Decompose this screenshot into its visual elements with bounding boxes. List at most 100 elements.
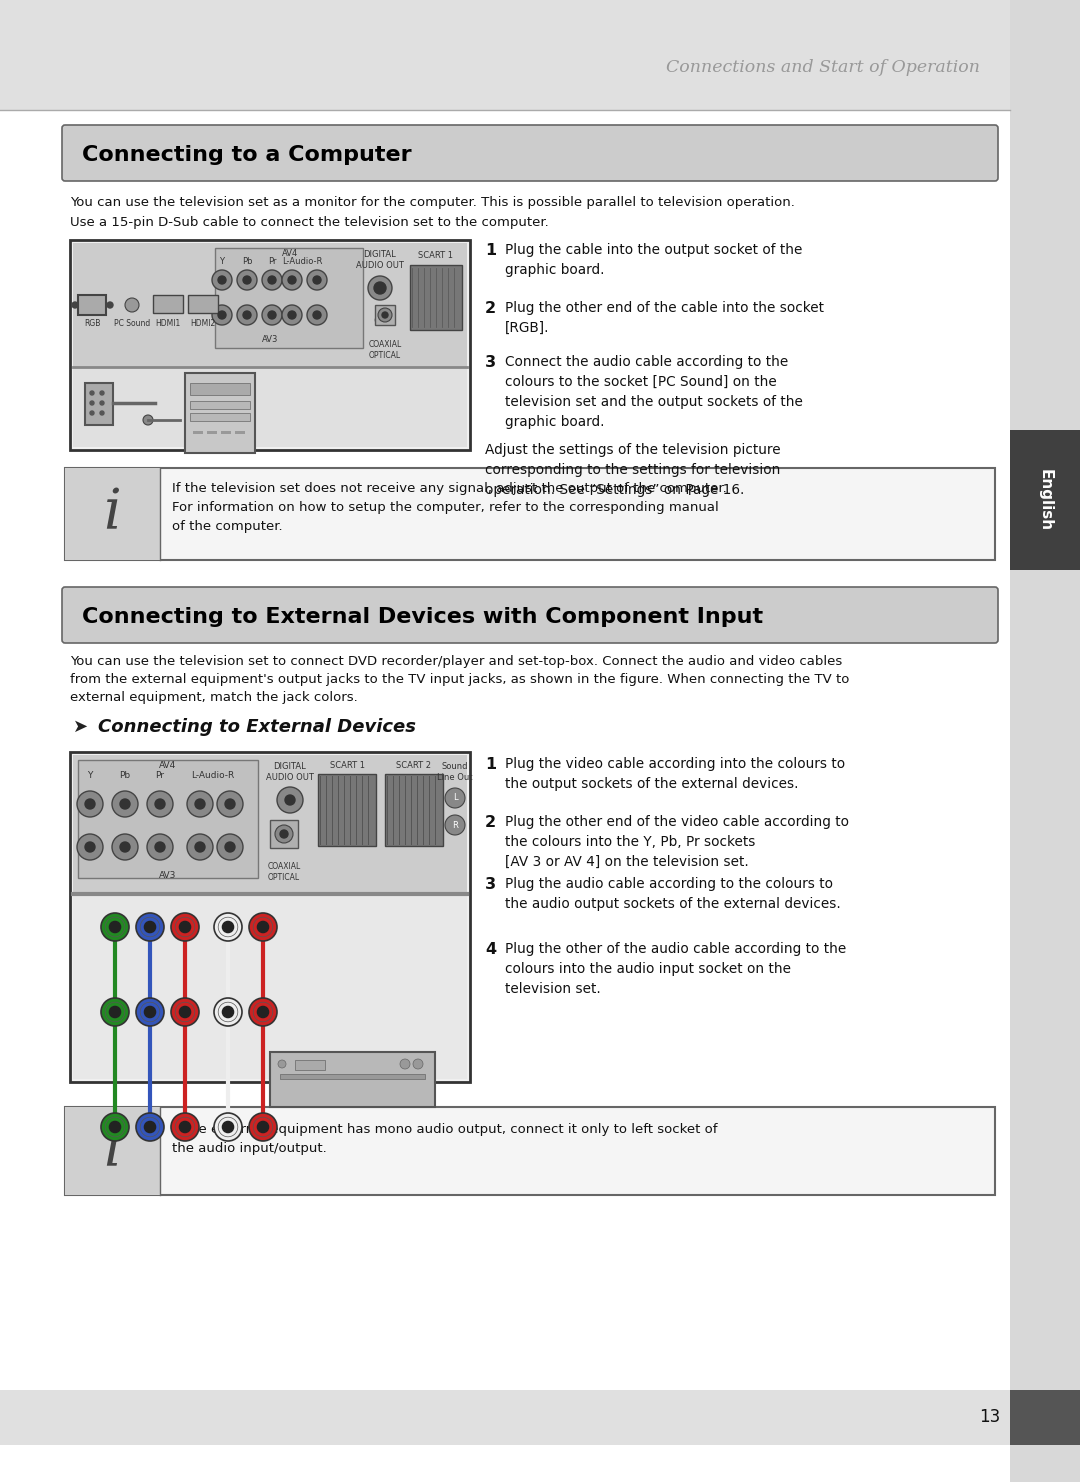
Circle shape — [218, 311, 226, 319]
Circle shape — [85, 842, 95, 852]
Circle shape — [136, 997, 164, 1026]
Text: English: English — [1038, 468, 1053, 531]
Text: Plug the video cable according into the colours to
the output sockets of the ext: Plug the video cable according into the … — [505, 757, 846, 791]
Circle shape — [145, 1122, 156, 1132]
Circle shape — [120, 842, 130, 852]
Text: 3: 3 — [485, 356, 496, 370]
Circle shape — [257, 1006, 269, 1018]
Circle shape — [382, 313, 388, 319]
Circle shape — [147, 791, 173, 817]
Circle shape — [109, 1006, 121, 1018]
Text: AV3: AV3 — [261, 335, 279, 344]
Bar — [1010, 1390, 1080, 1445]
Bar — [65, 468, 995, 560]
Circle shape — [90, 391, 94, 396]
Circle shape — [171, 997, 199, 1026]
Text: AV3: AV3 — [160, 871, 177, 880]
Circle shape — [187, 834, 213, 860]
Bar — [207, 431, 217, 434]
Circle shape — [102, 913, 129, 941]
Circle shape — [217, 791, 243, 817]
Circle shape — [145, 922, 156, 932]
Circle shape — [282, 270, 302, 290]
Text: external equipment, match the jack colors.: external equipment, match the jack color… — [70, 691, 357, 704]
Circle shape — [262, 305, 282, 325]
Circle shape — [212, 305, 232, 325]
Bar — [65, 468, 160, 560]
Text: Plug the other of the audio cable according to the
colours into the audio input : Plug the other of the audio cable accord… — [505, 943, 847, 996]
Bar — [185, 373, 255, 453]
Circle shape — [257, 1122, 269, 1132]
Bar — [193, 431, 203, 434]
FancyBboxPatch shape — [62, 587, 998, 643]
Text: SCART 2: SCART 2 — [396, 760, 432, 769]
Text: Connections and Start of Operation: Connections and Start of Operation — [666, 59, 980, 77]
Text: Connecting to External Devices with Component Input: Connecting to External Devices with Comp… — [82, 608, 764, 627]
Bar — [190, 382, 249, 396]
Circle shape — [275, 825, 293, 843]
Bar — [375, 305, 395, 325]
Circle shape — [307, 305, 327, 325]
Circle shape — [90, 411, 94, 415]
Circle shape — [212, 270, 232, 290]
Text: DIGITAL
AUDIO OUT: DIGITAL AUDIO OUT — [266, 762, 314, 782]
Text: Connect the audio cable according to the
colours to the socket [PC Sound] on the: Connect the audio cable according to the… — [505, 356, 802, 430]
Text: DIGITAL
AUDIO OUT: DIGITAL AUDIO OUT — [356, 250, 404, 270]
Bar — [0, 1390, 1010, 1445]
Circle shape — [145, 1006, 156, 1018]
Text: Plug the other end of the video cable according to
the colours into the Y, Pb, P: Plug the other end of the video cable ac… — [505, 815, 849, 868]
Text: RGB: RGB — [84, 320, 100, 329]
Text: COAXIAL
OPTICAL: COAXIAL OPTICAL — [268, 863, 300, 882]
Bar — [65, 1107, 995, 1194]
Text: Pb: Pb — [120, 772, 131, 781]
Text: ➤: ➤ — [73, 717, 89, 737]
Circle shape — [257, 922, 269, 932]
Circle shape — [313, 276, 321, 285]
Circle shape — [179, 922, 190, 932]
Text: i: i — [103, 486, 121, 541]
Circle shape — [262, 270, 282, 290]
Bar — [65, 1107, 160, 1194]
Circle shape — [102, 1113, 129, 1141]
Circle shape — [307, 270, 327, 290]
Bar — [153, 295, 183, 313]
Circle shape — [288, 276, 296, 285]
Circle shape — [147, 834, 173, 860]
Circle shape — [282, 305, 302, 325]
Text: You can use the television set to connect DVD recorder/player and set-top-box. C: You can use the television set to connec… — [70, 655, 842, 668]
Text: SCART 1: SCART 1 — [329, 760, 365, 769]
Circle shape — [225, 799, 235, 809]
Text: Sound
Line Out: Sound Line Out — [437, 762, 473, 782]
Text: 4: 4 — [485, 943, 496, 957]
Circle shape — [249, 913, 276, 941]
Circle shape — [368, 276, 392, 299]
Circle shape — [102, 997, 129, 1026]
Circle shape — [112, 791, 138, 817]
Circle shape — [109, 922, 121, 932]
Bar — [78, 295, 106, 316]
Circle shape — [179, 1006, 190, 1018]
Circle shape — [218, 276, 226, 285]
Text: L-Audio-R: L-Audio-R — [282, 258, 322, 267]
Bar — [318, 774, 376, 846]
Text: R: R — [453, 821, 458, 830]
Circle shape — [171, 913, 199, 941]
Text: 1: 1 — [485, 757, 496, 772]
Circle shape — [374, 282, 386, 293]
Circle shape — [268, 276, 276, 285]
Text: from the external equipment's output jacks to the TV input jacks, as shown in th: from the external equipment's output jac… — [70, 673, 849, 686]
Circle shape — [222, 1122, 233, 1132]
Circle shape — [107, 302, 113, 308]
Circle shape — [278, 1060, 286, 1069]
Text: HDMI1: HDMI1 — [156, 320, 180, 329]
Circle shape — [214, 913, 242, 941]
Circle shape — [100, 411, 104, 415]
Bar — [270, 1052, 435, 1107]
Text: Pr: Pr — [156, 772, 164, 781]
Bar — [410, 265, 462, 330]
Bar — [190, 402, 249, 409]
Circle shape — [445, 815, 465, 834]
Text: HDMI2: HDMI2 — [190, 320, 216, 329]
Circle shape — [243, 276, 251, 285]
Bar — [270, 820, 298, 848]
